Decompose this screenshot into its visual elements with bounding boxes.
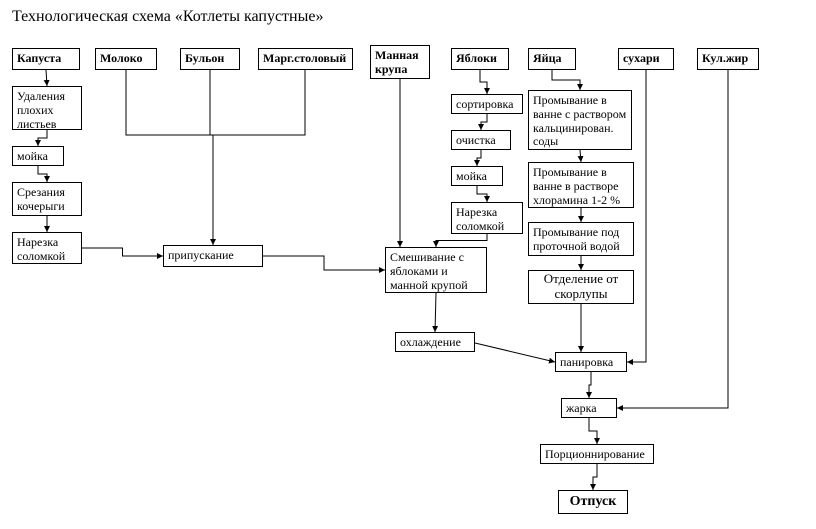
node-prom1: Промывание в ванне с раствором кальцинир… [528, 90, 632, 150]
node-sort: сортировка [451, 94, 523, 114]
node-kapusta: Капуста [12, 48, 80, 70]
flowchart-canvas: { "meta": { "type": "flowchart", "backgr… [0, 0, 816, 529]
node-panirovka: панировка [555, 352, 627, 372]
node-smesh: Смешивание с яблоками и манной крупой [385, 247, 487, 293]
node-pripusk: припускание [163, 245, 263, 267]
node-yaytsa: Яйца [528, 48, 576, 70]
node-moyka1: мойка [12, 146, 64, 166]
node-narezka2: Нарезка соломкой [451, 202, 523, 234]
node-bulyon: Бульон [180, 48, 240, 70]
node-ohl: охлаждение [395, 332, 475, 352]
node-ochistka: очистка [451, 130, 511, 150]
node-portion: Порционнирование [540, 444, 654, 464]
node-sukhari: сухари [618, 48, 674, 70]
node-moyka2: мойка [451, 166, 503, 186]
node-moloko: Молоко [95, 48, 157, 70]
node-prom2: Промывание в ванне в растворе хлорамина … [528, 162, 634, 208]
node-prom3: Промывание под проточной водой [528, 222, 634, 256]
node-yabloki: Яблоки [451, 48, 509, 70]
node-marg: Марг.столовый [258, 48, 353, 70]
node-mannaya: Манная крупа [370, 45, 430, 79]
node-otpusk: Отпуск [558, 490, 628, 514]
diagram-title: Технологическая схема «Котлеты капустные… [12, 8, 323, 26]
node-narezka1: Нарезка соломкой [12, 232, 82, 264]
node-otdel: Отделение от скорлупы [528, 270, 634, 304]
node-srez: Срезания кочерыги [12, 182, 82, 216]
node-kulzh: Кул.жир [697, 48, 759, 70]
node-zharka: жарка [561, 398, 617, 418]
node-udalenie: Удаления плохих листьев [12, 86, 82, 130]
